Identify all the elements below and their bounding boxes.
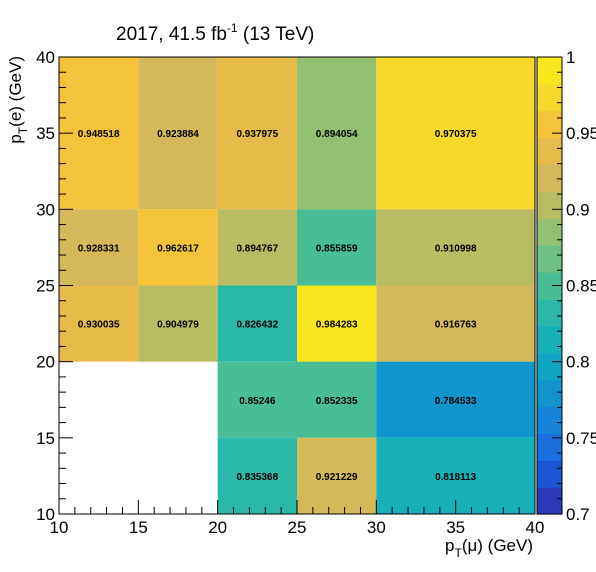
x-tick-label: 35 (446, 518, 465, 537)
cell-value-label: 0.916763 (435, 320, 477, 331)
y-tick-label: 40 (36, 48, 55, 67)
x-axis-title: pT(μ) (GeV) (445, 536, 533, 560)
cell-value-label: 0.894767 (236, 243, 278, 254)
heatmap-cell (217, 437, 297, 514)
x-axis-title-sub: T (454, 546, 462, 560)
y-tick-label: 10 (36, 505, 55, 524)
heatmap-cell (59, 209, 139, 286)
x-axis-title-base: p (445, 536, 454, 555)
colorbar-segment (537, 83, 562, 112)
color-scale: 0.7 0.75 0.8 0.85 0.9 0.95 1 (536, 48, 596, 524)
x-axis-title-rest: (μ) (GeV) (462, 536, 533, 555)
heatmap-cell (217, 57, 297, 210)
colorbar-tick-label: 0.85 (566, 277, 596, 296)
cell-value-label: 0.923884 (157, 129, 199, 140)
colorbar-tick-label: 0.7 (566, 505, 590, 524)
y-axis-title-base: p (6, 134, 25, 143)
heatmap-cell (59, 285, 139, 362)
cell-value-label: 0.784533 (435, 396, 477, 407)
x-tick-label: 30 (367, 518, 386, 537)
colorbar-segment (537, 298, 562, 327)
heatmap-cell (217, 285, 297, 362)
colorbar-segment (537, 191, 562, 219)
colorbar-segment (537, 110, 562, 139)
cell-value-label: 0.984283 (316, 320, 358, 331)
chart-title: 2017, 41.5 fb-1 (13 TeV) (116, 21, 314, 45)
heatmap-cell (297, 285, 377, 362)
colorbar-segment (537, 325, 562, 354)
axis-ticks: 10 15 20 25 30 35 40 10 15 20 25 30 35 40 (36, 48, 544, 537)
chart-title-suffix: (13 TeV) (238, 24, 315, 45)
heatmap-cell-labels: 0.948518 0.923884 0.937975 0.894054 0.970375… (78, 129, 477, 483)
heatmap-cell (376, 57, 535, 210)
colorbar-tick-label: 0.75 (566, 429, 596, 448)
heatmap-cell (297, 57, 377, 210)
colorbar-segment (537, 218, 562, 246)
x-tick-label: 20 (208, 518, 227, 537)
heatmap-cell (138, 209, 218, 286)
heatmap-cell (217, 361, 297, 438)
y-tick-label: 15 (36, 429, 55, 448)
colorbar-segment (537, 57, 562, 85)
cell-value-label: 0.894054 (316, 129, 358, 140)
y-axis-title-rest: (e) (GeV) (6, 56, 25, 127)
colorbar-segment (537, 137, 562, 166)
heatmap-cells (59, 57, 535, 514)
colorbar-segment (537, 245, 562, 273)
cell-value-label: 0.948518 (78, 129, 120, 140)
colorbar-segment (537, 379, 562, 408)
cell-value-label: 0.826432 (236, 320, 278, 331)
y-axis-title: pT(e) (GeV) (6, 56, 30, 144)
cell-value-label: 0.910998 (435, 243, 477, 254)
cell-value-label: 0.928331 (78, 243, 120, 254)
cell-value-label: 0.930035 (78, 320, 120, 331)
chart-title-sup: -1 (227, 21, 238, 35)
cell-value-label: 0.852335 (316, 396, 358, 407)
colorbar-segment (537, 487, 562, 515)
y-axis-title-sub: T (16, 126, 30, 134)
x-tick-label: 40 (526, 518, 545, 537)
y-tick-label: 35 (36, 124, 55, 143)
colorbar-segment (537, 406, 562, 434)
cell-value-label: 0.818113 (435, 472, 477, 483)
heatmap-cell (376, 285, 535, 362)
cell-value-label: 0.970375 (435, 129, 477, 140)
cell-value-label: 0.962617 (157, 243, 199, 254)
heatmap-cell (297, 209, 377, 286)
cell-value-label: 0.937975 (236, 129, 278, 140)
cell-value-label: 0.921229 (316, 472, 358, 483)
x-tick-label: 10 (50, 518, 69, 537)
cell-value-label: 0.85246 (239, 396, 276, 407)
heatmap-cell (297, 437, 377, 514)
colorbar-tick-label: 0.9 (566, 200, 590, 219)
heatmap-cell (217, 209, 297, 286)
heatmap-cell (138, 57, 218, 210)
cell-value-label: 0.855859 (316, 243, 358, 254)
colorbar-tick-label: 0.8 (566, 353, 590, 372)
heatmap-cell (138, 285, 218, 362)
heatmap-cell (376, 209, 535, 286)
y-tick-label: 25 (36, 277, 55, 296)
cell-value-label: 0.835368 (236, 472, 278, 483)
colorbar-segment (537, 352, 562, 381)
y-tick-label: 20 (36, 353, 55, 372)
cell-value-label: 0.904979 (157, 320, 199, 331)
colorbar-tick-label: 1 (566, 48, 575, 67)
chart-title-main: 2017, 41.5 fb (116, 24, 227, 45)
y-tick-label: 30 (36, 200, 55, 219)
colorbar-tick-label: 0.95 (566, 124, 596, 143)
x-tick-label: 15 (129, 518, 148, 537)
heatmap-cell (376, 361, 535, 438)
heatmap-cell (297, 361, 377, 438)
colorbar-segment (537, 164, 562, 193)
x-tick-label: 25 (288, 518, 307, 537)
